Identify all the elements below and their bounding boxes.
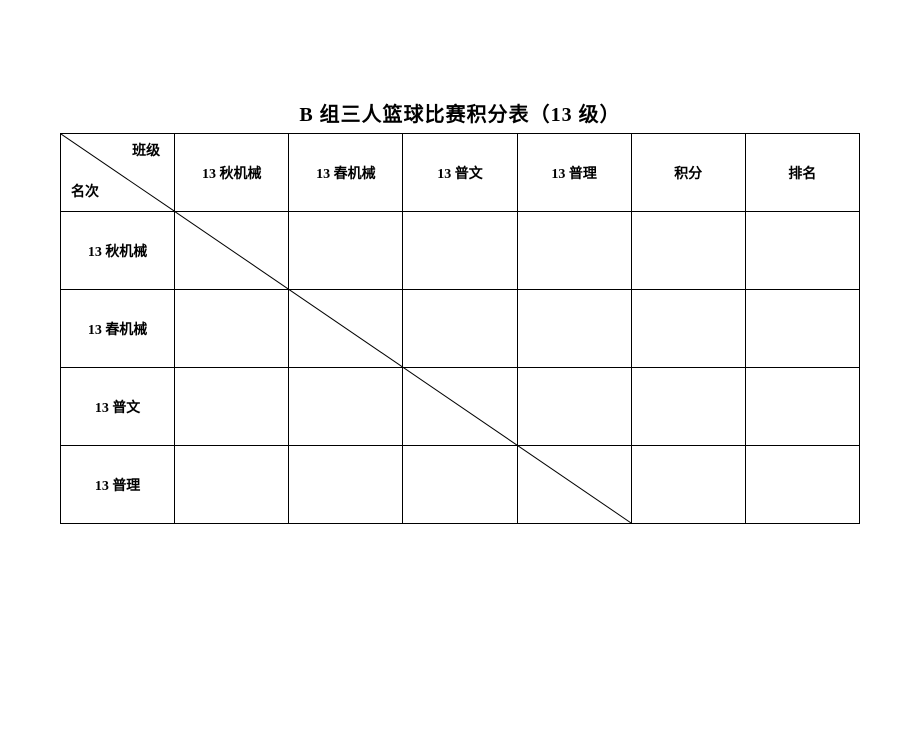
- header-diagonal-cell: 班级 名次: [61, 134, 175, 212]
- cell: [289, 446, 403, 524]
- cell: [289, 212, 403, 290]
- score-table: 班级 名次 13 秋机械 13 春机械 13 普文 13 普理 积分 排名 13…: [60, 133, 860, 524]
- cell: [745, 368, 859, 446]
- cell: [631, 290, 745, 368]
- cell: [175, 290, 289, 368]
- cell: [517, 446, 631, 524]
- cell: [517, 368, 631, 446]
- cell: [631, 368, 745, 446]
- row-label-0: 13 秋机械: [61, 212, 175, 290]
- cell: [631, 446, 745, 524]
- cell: [517, 212, 631, 290]
- row-label-1: 13 春机械: [61, 290, 175, 368]
- cell: [175, 368, 289, 446]
- header-diag-bottom: 名次: [71, 181, 99, 201]
- cell: [517, 290, 631, 368]
- cell: [745, 212, 859, 290]
- cell: [745, 290, 859, 368]
- page-title: B 组三人篮球比赛积分表（13 级）: [0, 98, 920, 127]
- cell: [403, 290, 517, 368]
- table-row: 13 秋机械: [61, 212, 860, 290]
- row-label-2: 13 普文: [61, 368, 175, 446]
- cell: [403, 212, 517, 290]
- row-label-3: 13 普理: [61, 446, 175, 524]
- header-col-1: 13 春机械: [289, 134, 403, 212]
- header-col-4: 积分: [631, 134, 745, 212]
- table-row: 13 春机械: [61, 290, 860, 368]
- cell: [403, 446, 517, 524]
- cell: [289, 368, 403, 446]
- table-row: 13 普文: [61, 368, 860, 446]
- cell: [403, 368, 517, 446]
- cell: [289, 290, 403, 368]
- header-col-0: 13 秋机械: [175, 134, 289, 212]
- cell: [631, 212, 745, 290]
- cell: [175, 446, 289, 524]
- table-row: 13 普理: [61, 446, 860, 524]
- score-table-wrap: 班级 名次 13 秋机械 13 春机械 13 普文 13 普理 积分 排名 13…: [60, 133, 860, 524]
- header-col-5: 排名: [745, 134, 859, 212]
- header-col-2: 13 普文: [403, 134, 517, 212]
- header-col-3: 13 普理: [517, 134, 631, 212]
- cell: [745, 446, 859, 524]
- table-header-row: 班级 名次 13 秋机械 13 春机械 13 普文 13 普理 积分 排名: [61, 134, 860, 212]
- cell: [175, 212, 289, 290]
- header-diag-top: 班级: [132, 140, 160, 160]
